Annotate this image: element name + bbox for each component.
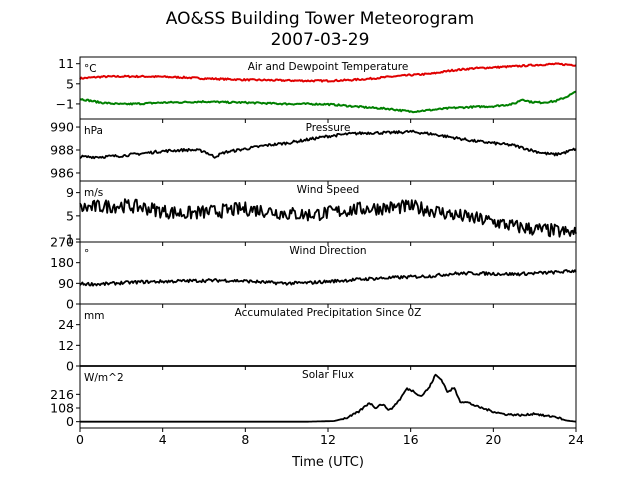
panel-wind-speed: 9 5 1 m/s Wind Speed — [66, 180, 577, 247]
series-line-solar-flux-0 — [80, 373, 577, 423]
y-tick-label: 24 — [58, 317, 74, 332]
y-tick-label: 0 — [66, 414, 74, 429]
x-tick-label: 24 — [568, 432, 584, 447]
unit-label: ° — [84, 248, 89, 260]
panel-title: Wind Direction — [289, 245, 366, 257]
panel-temperature: 11 5 −1 °C Air and Dewpoint Temperature — [56, 56, 577, 123]
series-line-wind-direction-0 — [79, 269, 577, 287]
unit-label: m/s — [84, 187, 103, 199]
x-axis-label: Time (UTC) — [291, 455, 364, 470]
panel-wind-direction: 270 180 90 0 ° Wind Direction — [50, 235, 577, 312]
y-tick-label: 990 — [50, 120, 74, 135]
x-tick-label: 0 — [76, 432, 84, 447]
unit-label: mm — [84, 310, 104, 322]
y-tick-label: 1 — [66, 232, 74, 247]
y-tick-label: 12 — [58, 338, 74, 353]
figure-title: AO&SS Building Tower Meteorogram — [166, 9, 474, 29]
y-tick-label: 986 — [50, 165, 74, 180]
y-tick-label: 988 — [50, 143, 74, 158]
unit-label: hPa — [84, 125, 103, 137]
x-tick-label: 4 — [159, 432, 167, 447]
series-line-temperature-1 — [79, 90, 577, 114]
panel-title: Accumulated Precipitation Since 0Z — [235, 307, 422, 319]
y-tick-label: 0 — [66, 297, 74, 312]
panel-title: Wind Speed — [297, 184, 360, 196]
y-tick-label: −1 — [56, 96, 74, 111]
y-tick-label: 11 — [58, 56, 74, 71]
y-tick-label: 270 — [50, 235, 74, 250]
y-tick-label: 9 — [66, 185, 74, 200]
x-tick-label: 8 — [241, 432, 249, 447]
panel-title: Solar Flux — [302, 369, 354, 381]
y-tick-label: 108 — [50, 401, 74, 416]
panel-title: Pressure — [306, 122, 351, 134]
panels-group: 115−1°C Air and Dewpoint Temperature99098… — [50, 56, 577, 432]
x-tick-label: 16 — [403, 432, 419, 447]
series-line-pressure-0 — [79, 129, 577, 160]
panel-title: Air and Dewpoint Temperature — [248, 61, 409, 73]
y-tick-label: 0 — [66, 359, 74, 374]
y-tick-label: 5 — [66, 76, 74, 91]
y-tick-label: 180 — [50, 255, 74, 270]
unit-label: W/m^2 — [84, 372, 124, 384]
y-tick-label: 216 — [50, 387, 74, 402]
figure-subtitle-date: 2007-03-29 — [271, 30, 370, 50]
y-tick-label: 90 — [58, 276, 74, 291]
panel-pressure: 990 988 986 hPa Pressure — [50, 118, 577, 185]
unit-label: °C — [84, 63, 97, 75]
x-axis: 0 4 8 12 16 20 24 — [76, 432, 584, 447]
panel-precipitation: 24 12 0 mm Accumulated Precipitation Since 0… — [58, 303, 577, 374]
series-line-temperature-0 — [79, 62, 577, 83]
y-tick-label: 5 — [66, 208, 74, 223]
x-tick-label: 20 — [485, 432, 501, 447]
x-tick-label: 12 — [320, 432, 336, 447]
series-line-wind-speed-0 — [79, 198, 577, 238]
